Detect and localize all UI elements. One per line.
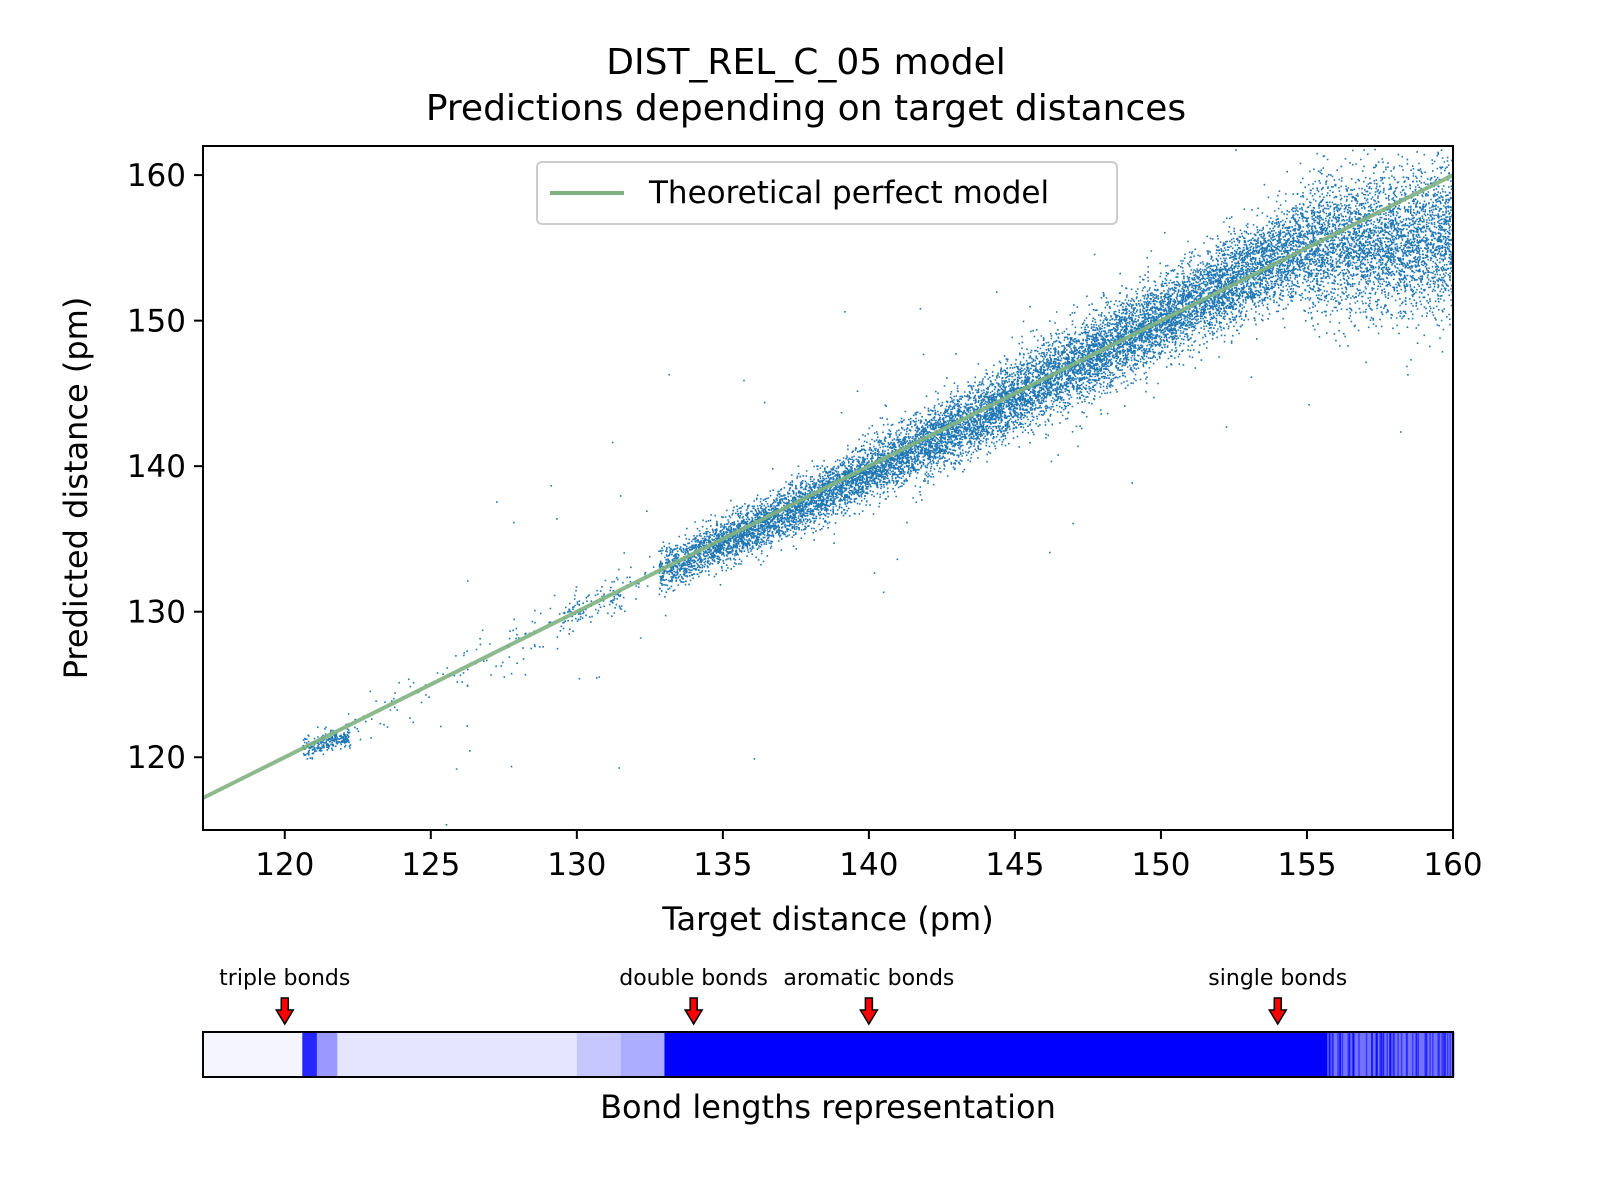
strip-streak [1432, 1032, 1434, 1077]
y-axis: 120 130 140 150 160 [127, 158, 203, 776]
bond-length-strip [203, 1032, 1455, 1077]
strip-streak [1386, 1032, 1388, 1077]
strip-streak [1382, 1032, 1384, 1077]
strip-streak [1347, 1032, 1350, 1077]
x-tick-label: 145 [985, 847, 1044, 883]
strip-streak [1425, 1032, 1427, 1077]
strip-streak [1438, 1032, 1441, 1077]
strip-streak [1429, 1032, 1431, 1077]
strip-streak [1365, 1032, 1368, 1077]
strip-streak [1424, 1032, 1426, 1077]
x-tick-label: 160 [1423, 847, 1482, 883]
scatter-point-cloud [302, 148, 1453, 826]
strip-segment [203, 1032, 303, 1077]
strip-streak [1328, 1032, 1330, 1077]
y-tick-label: 130 [127, 595, 186, 631]
strip-streak [1380, 1032, 1382, 1077]
bond-annotation-arrow [1267, 997, 1288, 1026]
strip-streak [1406, 1032, 1408, 1077]
strip-streak [1437, 1032, 1439, 1077]
strip-segment [302, 1032, 317, 1077]
strip-streak [1351, 1032, 1354, 1077]
strip-streak [1417, 1032, 1420, 1077]
strip-streak [1349, 1032, 1351, 1077]
reference-line [203, 173, 1453, 800]
strip-streak [1449, 1032, 1452, 1077]
y-tick-label: 150 [127, 304, 186, 340]
strip-segment [576, 1032, 621, 1077]
strip-streak [1371, 1032, 1373, 1077]
strip-streak [1332, 1032, 1334, 1077]
strip-streak [1392, 1032, 1394, 1077]
strip-streak [1339, 1032, 1342, 1077]
y-tick-label: 160 [127, 158, 186, 194]
strip-streak [1352, 1032, 1355, 1077]
y-axis-label: Predicted distance (pm) [57, 297, 95, 680]
reference-line-layer [203, 173, 1453, 800]
y-tick-label: 120 [127, 740, 186, 776]
strip-streak [1337, 1032, 1339, 1077]
strip-segment [664, 1032, 1328, 1077]
bond-annotation-label: triple bonds [219, 966, 350, 991]
strip-streak [1341, 1032, 1344, 1077]
plot-frame [202, 145, 1454, 831]
legend-entry: Theoretical perfect model [648, 175, 1049, 211]
strip-streak [1446, 1032, 1449, 1077]
strip-streak [1411, 1032, 1414, 1077]
strip-streak [1443, 1032, 1446, 1077]
x-axis-label: Target distance (pm) [661, 900, 993, 938]
strip-streak [1379, 1032, 1381, 1077]
x-tick-label: 125 [401, 847, 460, 883]
legend: Theoretical perfect model [536, 161, 1118, 225]
strip-streak [1415, 1032, 1417, 1077]
strip-streak [1375, 1032, 1378, 1077]
strip-streak [1389, 1032, 1392, 1077]
strip-streak [1331, 1032, 1334, 1077]
x-tick-label: 140 [839, 847, 898, 883]
strip-segment [316, 1032, 338, 1077]
strip-label: Bond lengths representation [600, 1088, 1056, 1126]
legend-box [536, 161, 1118, 225]
x-axis: 120 125 130 135 140 145 150 155 160 [255, 830, 1483, 883]
x-tick-label: 150 [1131, 847, 1190, 883]
strip-segment [620, 1032, 665, 1077]
y-tick-label: 140 [127, 449, 186, 485]
bond-annotation-label: aromatic bonds [783, 966, 954, 991]
scatter-points [302, 148, 1453, 826]
bond-annotation-arrow [859, 997, 879, 1026]
strip-streak [1441, 1032, 1443, 1077]
bond-annotation-label: single bonds [1208, 966, 1347, 991]
x-tick-label: 135 [693, 847, 752, 883]
x-tick-label: 155 [1277, 847, 1336, 883]
strip-streak [1442, 1032, 1445, 1077]
bond-annotation-arrow [683, 997, 704, 1026]
strip-streak [1393, 1032, 1396, 1077]
strip-streak [1400, 1032, 1403, 1077]
x-tick-label: 120 [255, 847, 314, 883]
x-tick-label: 130 [547, 847, 606, 883]
strip-streak [1358, 1032, 1360, 1077]
strip-frame [202, 1031, 1454, 1078]
chart-subtitle: Predictions depending on target distance… [426, 88, 1186, 129]
chart-title: DIST_REL_C_05 model [606, 42, 1005, 83]
strip-segment [337, 1032, 577, 1077]
bond-annotations: triple bonds double bonds aromatic bonds si… [219, 966, 1347, 1026]
strip-streak [1426, 1032, 1428, 1077]
bond-annotation-label: double bonds [619, 966, 768, 991]
strip-streak [1397, 1032, 1399, 1077]
bond-annotation-arrow [274, 997, 295, 1026]
